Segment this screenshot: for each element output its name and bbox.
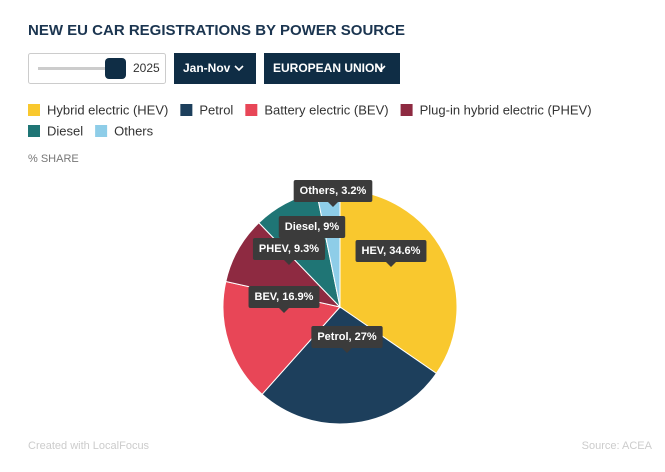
legend-item: Petrol: [180, 102, 233, 117]
data-label-text: Petrol, 27%: [317, 331, 377, 343]
legend-item: Battery electric (BEV): [245, 102, 389, 117]
value-axis-label: % SHARE: [28, 153, 79, 165]
period-dropdown[interactable]: Jan-Nov: [174, 53, 256, 84]
dropdown-box[interactable]: [264, 53, 400, 84]
legend-swatch: [180, 104, 193, 116]
year-slider[interactable]: 2025: [28, 53, 166, 84]
data-label-box: [278, 216, 346, 238]
legend-item: Hybrid electric (HEV): [28, 102, 168, 117]
legend-item: Plug-in hybrid electric (PHEV): [400, 102, 592, 117]
data-label-pointer: [279, 308, 289, 313]
data-label-pointer: [328, 202, 338, 207]
legend-swatch: [245, 104, 258, 116]
legend-item: Diesel: [28, 123, 83, 138]
footer-source: Source: ACEA: [582, 440, 653, 452]
data-label-box: [293, 180, 373, 202]
data-label: BEV, 16.9%: [248, 286, 320, 313]
data-label-text: Others, 3.2%: [300, 185, 367, 197]
data-label-pointer: [284, 260, 294, 265]
legend-swatch: [400, 104, 413, 116]
dropdown-arrow: [376, 65, 386, 72]
data-label-pointer: [307, 238, 317, 243]
data-label-pointer: [342, 348, 352, 353]
dropdown-label: Jan-Nov: [183, 61, 231, 75]
data-label-box: [355, 240, 427, 262]
data-label-text: BEV, 16.9%: [255, 291, 314, 303]
data-label-pointer: [386, 262, 396, 267]
legend-item: Others: [95, 123, 154, 138]
pie-slice: [222, 280, 341, 395]
data-label-box: [248, 286, 320, 308]
slider-value: 2025: [133, 61, 160, 75]
data-label-box: [311, 326, 383, 348]
data-label-text: PHEV, 9.3%: [259, 243, 319, 255]
data-label: PHEV, 9.3%: [252, 238, 326, 265]
pie-slice: [261, 306, 438, 425]
legend-label: Diesel: [47, 123, 83, 138]
data-label-box: [252, 238, 326, 260]
data-label-text: HEV, 34.6%: [362, 245, 421, 257]
data-label: Petrol, 27%: [311, 326, 383, 353]
legend-swatch: [28, 125, 40, 137]
legend-label: Petrol: [199, 102, 233, 117]
data-label: Diesel, 9%: [278, 216, 346, 243]
legend-swatch: [95, 125, 108, 137]
legend-label: Hybrid electric (HEV): [47, 102, 168, 117]
data-label: HEV, 34.6%: [355, 240, 427, 267]
slider-handle[interactable]: [105, 58, 126, 79]
footer-credit: Created with LocalFocus: [28, 440, 150, 452]
dropdown-label: EUROPEAN UNION: [273, 61, 383, 75]
chart-title: NEW EU CAR REGISTRATIONS BY POWER SOURCE: [28, 22, 405, 39]
region-dropdown[interactable]: EUROPEAN UNION: [264, 53, 400, 84]
legend-label: Others: [114, 123, 154, 138]
legend-swatch: [28, 104, 40, 116]
dropdown-arrow: [234, 65, 244, 72]
data-label-text: Diesel, 9%: [285, 221, 340, 233]
legend-label: Battery electric (BEV): [264, 102, 388, 117]
legend-label: Plug-in hybrid electric (PHEV): [420, 102, 592, 117]
dropdown-box[interactable]: [174, 53, 256, 84]
data-label: Others, 3.2%: [293, 180, 373, 207]
